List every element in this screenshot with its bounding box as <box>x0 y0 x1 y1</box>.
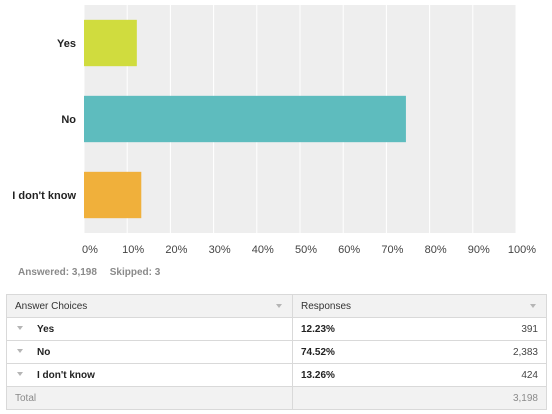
response-percent: 12.23% <box>301 323 335 335</box>
answer-choice-label: Yes <box>37 323 55 335</box>
x-tick-label: 70% <box>381 244 403 256</box>
answered-count: Answered: 3,198 <box>18 267 97 278</box>
x-tick-label: 90% <box>468 244 490 256</box>
response-cell: 74.52% 2,383 <box>292 340 547 364</box>
total-label: Total <box>6 386 293 410</box>
bar-chart: Yes No I don't know 0% 10% 20% 30% 40% 50% 60% 70… <box>12 5 536 256</box>
table-row: I don't know 13.26% 424 <box>6 363 547 387</box>
category-label: No <box>61 114 76 126</box>
x-tick-label: 20% <box>165 244 187 256</box>
x-tick-label: 60% <box>338 244 360 256</box>
x-tick-label: 100% <box>508 244 536 256</box>
answer-choice-cell: I don't know <box>6 363 293 387</box>
response-percent: 74.52% <box>301 346 335 358</box>
x-tick-label: 40% <box>252 244 274 256</box>
x-tick-label: 30% <box>209 244 231 256</box>
table-header-row: Answer Choices Responses <box>6 294 547 318</box>
answer-choice-label: I don't know <box>37 369 95 381</box>
bar[interactable] <box>84 19 137 67</box>
response-count: 2,383 <box>512 346 538 358</box>
responses-table: Answer Choices Responses Yes 12.23% 391 N… <box>6 294 547 410</box>
x-tick-label: 0% <box>82 244 98 256</box>
header-responses-label: Responses <box>301 300 352 312</box>
response-count: 391 <box>521 323 538 335</box>
x-tick-label: 50% <box>295 244 317 256</box>
expand-caret-icon[interactable] <box>17 349 23 354</box>
sort-caret-icon[interactable] <box>276 304 282 308</box>
category-label: Yes <box>57 38 76 50</box>
table-row: Yes 12.23% 391 <box>6 317 547 341</box>
x-tick-labels: 0% 10% 20% 30% 40% 50% 60% 70% 80% 90% 100% <box>82 244 536 256</box>
answer-choice-cell: No <box>6 340 293 364</box>
header-answer-choices-label: Answer Choices <box>15 300 88 312</box>
answer-choice-label: No <box>37 346 51 358</box>
header-answer-choices[interactable]: Answer Choices <box>6 294 293 318</box>
bar[interactable] <box>84 95 406 143</box>
expand-caret-icon[interactable] <box>17 326 23 331</box>
response-percent: 13.26% <box>301 369 335 381</box>
bar[interactable] <box>84 171 142 219</box>
response-cell: 13.26% 424 <box>292 363 547 387</box>
expand-caret-icon[interactable] <box>17 372 23 377</box>
sort-caret-icon[interactable] <box>530 304 536 308</box>
answer-choice-cell: Yes <box>6 317 293 341</box>
category-label: I don't know <box>12 190 76 202</box>
total-value: 3,198 <box>292 386 547 410</box>
x-tick-label: 10% <box>122 244 144 256</box>
response-count: 424 <box>521 369 538 381</box>
header-responses[interactable]: Responses <box>292 294 547 318</box>
x-tick-label: 80% <box>425 244 447 256</box>
category-labels: Yes No I don't know <box>12 38 76 202</box>
response-cell: 12.23% 391 <box>292 317 547 341</box>
table-row: No 74.52% 2,383 <box>6 340 547 364</box>
skipped-count: Skipped: 3 <box>109 267 161 278</box>
response-summary: Answered: 3,198 Skipped: 3 <box>18 267 160 278</box>
total-row: Total 3,198 <box>6 386 547 410</box>
bars <box>84 19 406 219</box>
